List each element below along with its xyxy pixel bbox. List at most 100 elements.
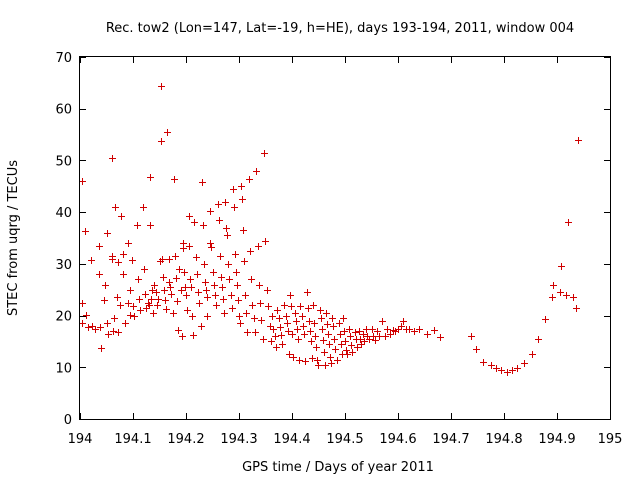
- data-point: [301, 331, 308, 338]
- data-point: [299, 313, 306, 320]
- data-point: [226, 276, 233, 283]
- data-point: [337, 331, 344, 338]
- data-point: [288, 303, 295, 310]
- data-point: [210, 269, 217, 276]
- data-point: [363, 326, 370, 333]
- data-point: [242, 292, 249, 299]
- data-point: [311, 320, 318, 327]
- data-point: [317, 307, 324, 314]
- data-point: [110, 328, 117, 335]
- data-point: [244, 329, 251, 336]
- data-point: [565, 219, 572, 226]
- data-point: [109, 256, 116, 263]
- data-point: [219, 284, 226, 291]
- data-point: [236, 313, 243, 320]
- data-point: [344, 351, 351, 358]
- data-point: [376, 333, 383, 340]
- data-point: [416, 326, 423, 333]
- data-point: [262, 238, 269, 245]
- data-point: [120, 251, 127, 258]
- data-point: [294, 326, 301, 333]
- data-point: [338, 341, 345, 348]
- data-point: [183, 292, 190, 299]
- data-point: [358, 341, 365, 348]
- data-point: [372, 337, 379, 344]
- data-point: [238, 183, 245, 190]
- data-point: [155, 296, 162, 303]
- data-point: [102, 282, 109, 289]
- x-tick-label: 194.2: [167, 432, 204, 447]
- data-point: [557, 289, 564, 296]
- data-point: [191, 219, 198, 226]
- data-point: [204, 294, 211, 301]
- data-point: [149, 287, 156, 294]
- data-point: [314, 357, 321, 364]
- data-point: [243, 310, 250, 317]
- data-point: [166, 256, 173, 263]
- y-tick-label: 70: [55, 51, 72, 66]
- data-point: [374, 328, 381, 335]
- data-point: [193, 254, 200, 261]
- x-tick-label: 194.5: [326, 432, 363, 447]
- data-point: [131, 313, 138, 320]
- data-point: [96, 271, 103, 278]
- data-point: [357, 336, 364, 343]
- data-point: [246, 176, 253, 183]
- data-point: [241, 258, 248, 265]
- data-point: [166, 279, 173, 286]
- data-point: [281, 302, 288, 309]
- data-point: [411, 328, 418, 335]
- data-point: [352, 329, 359, 336]
- data-point: [221, 310, 228, 317]
- data-point: [239, 196, 246, 203]
- data-point: [153, 289, 160, 296]
- data-point: [341, 328, 348, 335]
- data-point: [304, 289, 311, 296]
- data-point: [88, 257, 95, 264]
- data-point: [167, 284, 174, 291]
- data-point: [265, 303, 272, 310]
- data-point: [174, 298, 181, 305]
- data-point: [115, 329, 122, 336]
- data-point: [296, 357, 303, 364]
- data-point: [232, 251, 239, 258]
- data-point: [137, 307, 144, 314]
- data-point: [200, 222, 207, 229]
- data-point: [117, 302, 124, 309]
- data-point: [343, 347, 350, 354]
- data-point: [218, 274, 225, 281]
- data-point: [175, 327, 182, 334]
- data-point: [504, 369, 511, 376]
- y-tick-label: 50: [55, 154, 72, 169]
- data-point: [129, 257, 136, 264]
- data-point: [480, 359, 487, 366]
- data-point: [340, 315, 347, 322]
- data-point: [305, 305, 312, 312]
- data-point: [253, 168, 260, 175]
- data-point: [148, 296, 155, 303]
- data-point: [125, 240, 132, 247]
- data-point: [240, 227, 247, 234]
- data-point: [279, 341, 286, 348]
- data-point: [346, 326, 353, 333]
- data-point: [297, 303, 304, 310]
- x-tick-label: 194: [68, 432, 93, 447]
- data-point: [79, 300, 86, 307]
- data-point: [151, 282, 158, 289]
- data-point: [92, 326, 99, 333]
- axis-tick-labels: 194 194.1 194.2 194.3 194.4 194.5 194.6 194.7 19…: [55, 51, 622, 447]
- data-markers: [79, 83, 582, 376]
- data-point: [215, 201, 222, 208]
- data-point: [498, 367, 505, 374]
- data-point: [287, 292, 294, 299]
- data-point: [234, 282, 241, 289]
- y-tick-label: 30: [55, 258, 72, 273]
- data-point: [213, 302, 220, 309]
- data-point: [327, 354, 334, 361]
- data-point: [189, 313, 196, 320]
- data-point: [96, 243, 103, 250]
- data-point: [468, 333, 475, 340]
- data-point: [161, 287, 168, 294]
- data-point: [235, 297, 242, 304]
- data-point: [302, 358, 309, 365]
